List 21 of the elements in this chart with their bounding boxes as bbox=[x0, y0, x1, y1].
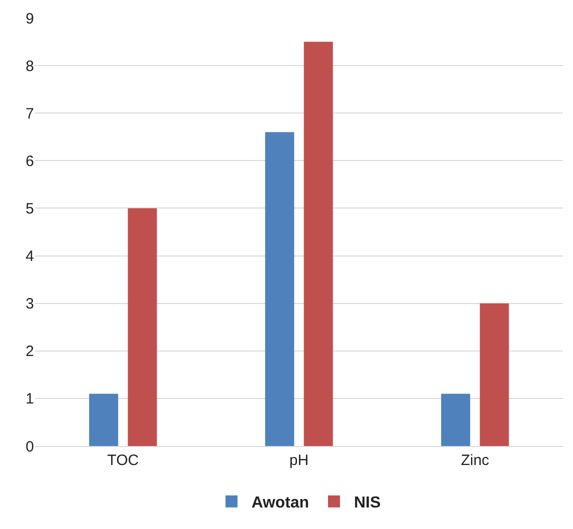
bar bbox=[480, 303, 509, 446]
y-tick-label: 7 bbox=[26, 105, 34, 122]
legend-label: Awotan bbox=[252, 494, 309, 512]
legend-label: NIS bbox=[354, 494, 381, 512]
y-tick-label: 6 bbox=[26, 152, 34, 170]
bar bbox=[128, 208, 157, 446]
y-tick-label: 1 bbox=[26, 390, 34, 408]
y-tick-label: 3 bbox=[26, 296, 34, 313]
y-tick-label: 9 bbox=[26, 10, 34, 28]
y-tick-label: 5 bbox=[26, 200, 34, 218]
x-tick-label: TOC bbox=[107, 452, 139, 469]
bar bbox=[441, 394, 470, 446]
y-tick-label: 2 bbox=[26, 343, 34, 360]
y-tick-label: 4 bbox=[26, 248, 34, 266]
bar bbox=[304, 42, 333, 446]
bar bbox=[265, 132, 294, 446]
x-tick-label: pH bbox=[289, 452, 309, 469]
bar bbox=[89, 394, 118, 446]
y-tick-label: 8 bbox=[26, 58, 34, 75]
y-tick-label: 0 bbox=[26, 438, 34, 456]
x-tick-label: Zinc bbox=[460, 452, 490, 469]
